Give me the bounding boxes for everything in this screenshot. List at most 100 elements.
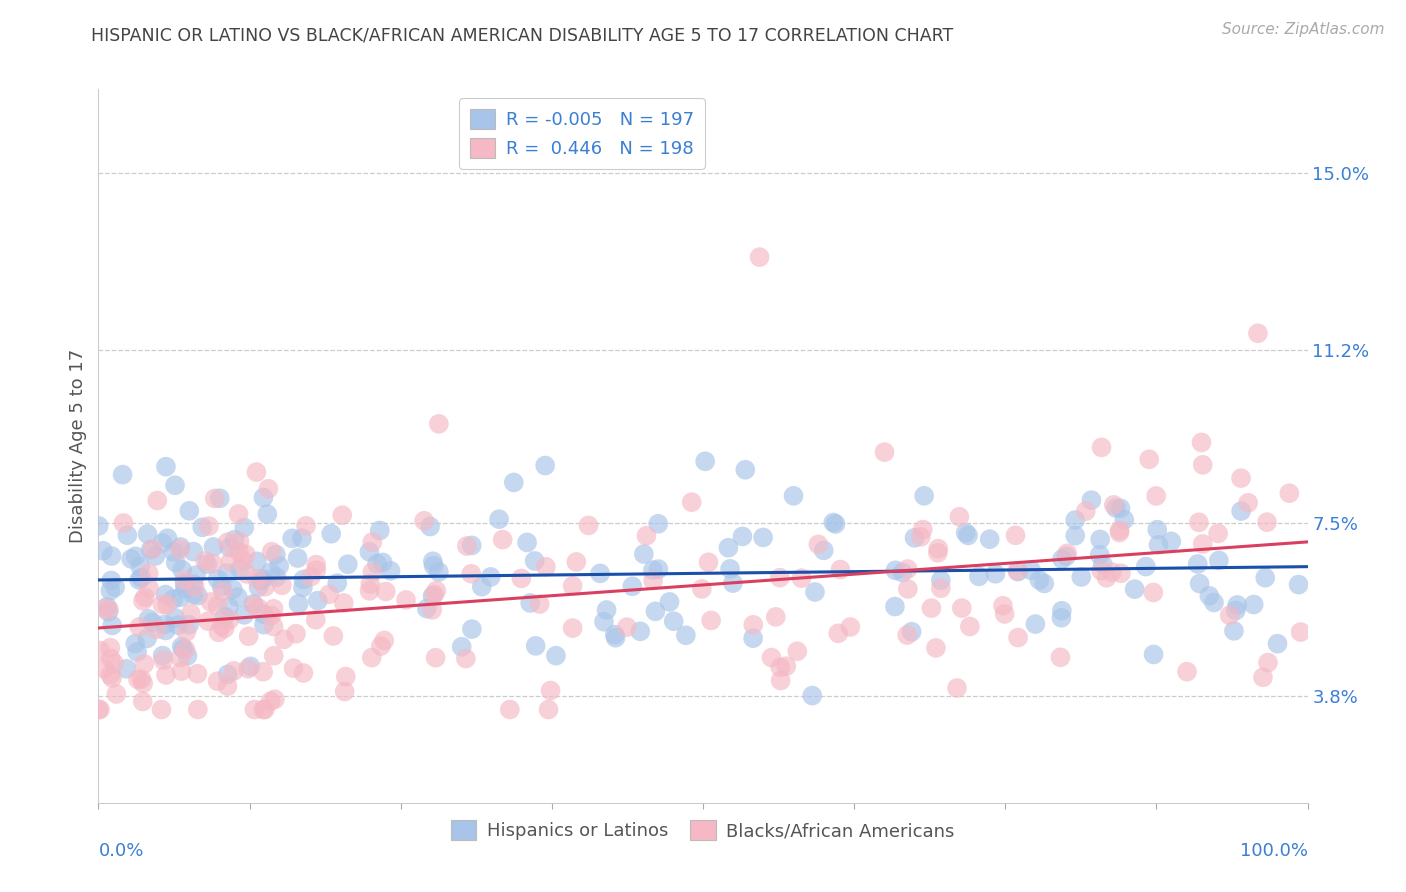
Point [1251, 670, 1274, 684]
Point [927, 541, 949, 556]
Point [786, 644, 808, 658]
Point [191, 520, 214, 534]
Point [896, 628, 918, 642]
Point [782, 489, 804, 503]
Point [211, 619, 233, 633]
Point [361, 565, 384, 579]
Point [479, 570, 502, 584]
Point [217, 679, 239, 693]
Point [183, 588, 205, 602]
Point [127, 645, 149, 659]
Point [561, 621, 583, 635]
Point [1102, 498, 1125, 512]
Point [621, 579, 644, 593]
Point [769, 660, 792, 674]
Point [89, 643, 111, 657]
Point [633, 547, 655, 561]
Point [1007, 565, 1029, 579]
Point [242, 597, 264, 611]
Point [717, 541, 740, 555]
Point [839, 620, 862, 634]
Point [423, 587, 446, 601]
Point [156, 531, 179, 545]
Point [925, 640, 948, 655]
Point [207, 599, 229, 613]
Point [217, 566, 239, 580]
Point [1090, 441, 1112, 455]
Point [1137, 452, 1160, 467]
Point [305, 563, 328, 577]
Point [1191, 537, 1213, 551]
Point [1144, 489, 1167, 503]
Point [101, 671, 124, 685]
Point [461, 622, 484, 636]
Point [181, 577, 204, 591]
Point [156, 598, 179, 612]
Point [1230, 504, 1253, 518]
Point [1105, 501, 1128, 516]
Point [807, 537, 830, 551]
Point [1237, 496, 1260, 510]
Y-axis label: Disability Age 5 to 17: Disability Age 5 to 17 [69, 349, 87, 543]
Point [202, 540, 225, 554]
Point [128, 620, 150, 634]
Point [94, 601, 117, 615]
Point [194, 554, 217, 568]
Point [891, 566, 914, 580]
Point [226, 590, 249, 604]
Point [170, 640, 193, 654]
Point [1050, 552, 1073, 566]
Point [238, 629, 260, 643]
Point [115, 662, 138, 676]
Point [131, 571, 153, 585]
Point [361, 535, 384, 549]
Point [287, 597, 309, 611]
Point [132, 594, 155, 608]
Point [253, 580, 276, 594]
Point [589, 566, 612, 581]
Point [243, 598, 266, 612]
Point [578, 518, 600, 533]
Point [218, 541, 240, 555]
Point [900, 624, 922, 639]
Point [257, 482, 280, 496]
Point [529, 597, 551, 611]
Point [139, 542, 162, 557]
Text: 100.0%: 100.0% [1240, 842, 1308, 860]
Point [1074, 504, 1097, 518]
Point [912, 489, 935, 503]
Point [718, 562, 741, 576]
Point [281, 532, 304, 546]
Point [264, 548, 287, 562]
Point [111, 467, 134, 482]
Point [911, 523, 934, 537]
Point [260, 566, 283, 580]
Point [165, 611, 187, 625]
Point [104, 580, 127, 594]
Point [897, 562, 920, 576]
Point [273, 632, 295, 647]
Point [359, 545, 381, 559]
Point [214, 621, 236, 635]
Point [169, 591, 191, 605]
Point [305, 558, 328, 572]
Point [499, 702, 522, 716]
Point [366, 557, 388, 571]
Point [218, 613, 240, 627]
Point [219, 554, 242, 568]
Point [93, 662, 115, 676]
Point [1188, 516, 1211, 530]
Point [246, 554, 269, 568]
Point [100, 583, 122, 598]
Point [232, 553, 254, 567]
Point [1135, 559, 1157, 574]
Point [1007, 564, 1029, 578]
Point [790, 571, 813, 585]
Text: 0.0%: 0.0% [98, 842, 143, 860]
Point [456, 539, 478, 553]
Point [252, 607, 274, 621]
Point [422, 554, 444, 568]
Point [96, 599, 118, 614]
Point [675, 628, 697, 642]
Point [1114, 513, 1136, 527]
